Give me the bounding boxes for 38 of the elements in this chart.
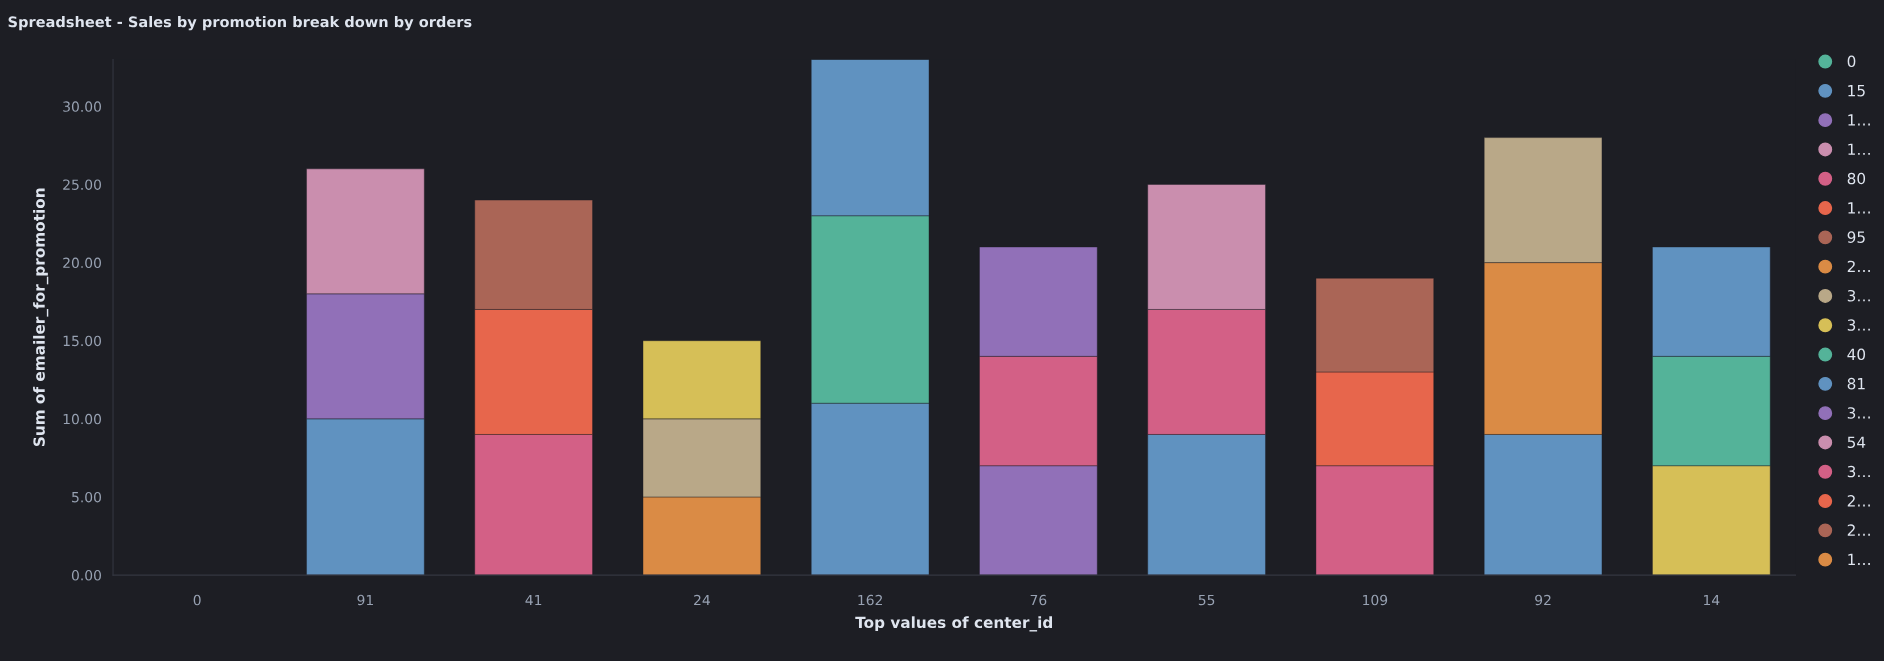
legend-label: 2…	[1847, 260, 1870, 272]
legend-label: 2…	[1847, 495, 1870, 507]
legend-label: 81	[1847, 377, 1865, 390]
x-tick-label: 14	[1704, 594, 1720, 606]
legend-label: 3…	[1847, 407, 1870, 419]
legend-label: 2…	[1847, 524, 1870, 536]
y-tick-label: 25.00	[63, 179, 102, 190]
x-tick-label: 76	[1030, 594, 1047, 606]
x-tick-label: 41	[525, 594, 542, 606]
y-tick-label: 10.00	[63, 413, 102, 425]
legend-label: 1…	[1848, 143, 1870, 155]
x-tick-label: 92	[1535, 594, 1551, 606]
y-axis-title: Sum of emailer_for_promotion	[33, 188, 49, 447]
legend-label: 54	[1847, 436, 1866, 449]
legend-label: 1…	[1848, 553, 1870, 565]
legend-label: 1…	[1848, 114, 1870, 126]
legend-label: 3…	[1847, 465, 1870, 478]
legend-label: 0	[1847, 55, 1856, 68]
y-tick-label: 30.00	[63, 101, 102, 112]
legend-label: 40	[1847, 348, 1866, 361]
x-tick-label: 162	[858, 594, 882, 606]
legend-label: 3…	[1847, 289, 1870, 302]
x-tick-label: 91	[357, 594, 373, 606]
x-tick-label: 0	[193, 594, 201, 606]
x-tick-label: 109	[1363, 594, 1388, 606]
legend-label: 95	[1847, 231, 1865, 243]
x-tick-label: 55	[1198, 594, 1215, 606]
legend-label: 1…	[1848, 202, 1870, 214]
y-tick-label: 20.00	[63, 257, 102, 269]
legend-label: 80	[1847, 172, 1866, 185]
y-tick-label: 15.00	[63, 335, 102, 347]
y-tick-label: 0.00	[71, 570, 102, 581]
y-tick-label: 5.00	[72, 491, 102, 503]
legend-label: 3…	[1847, 319, 1870, 331]
legend-label: 15	[1848, 85, 1865, 97]
chart-title: Spreadsheet - Sales by promotion break down by orders	[8, 16, 472, 31]
x-axis-title: Top values of center_id	[855, 616, 1052, 632]
x-tick-label: 24	[694, 594, 710, 606]
